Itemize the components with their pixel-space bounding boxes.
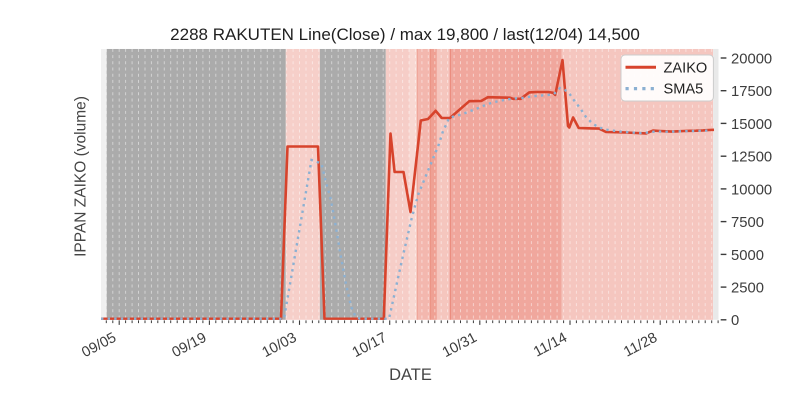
svg-text:2500: 2500 [731, 281, 764, 297]
svg-text:5000: 5000 [731, 248, 764, 264]
svg-text:SMA5: SMA5 [664, 82, 704, 98]
svg-text:IPPAN ZAIKO (volume): IPPAN ZAIKO (volume) [73, 96, 90, 257]
svg-text:ZAIKO: ZAIKO [664, 60, 708, 76]
svg-text:17500: 17500 [731, 84, 772, 100]
svg-text:DATE: DATE [389, 366, 432, 384]
svg-text:0: 0 [731, 313, 739, 329]
svg-text:15000: 15000 [731, 117, 772, 133]
svg-text:20000: 20000 [731, 51, 772, 67]
svg-text:2288 RAKUTEN Line(Close) / max: 2288 RAKUTEN Line(Close) / max 19,800 / … [170, 25, 640, 44]
svg-text:10000: 10000 [731, 182, 772, 198]
svg-text:7500: 7500 [731, 215, 764, 231]
svg-text:12500: 12500 [731, 150, 772, 166]
